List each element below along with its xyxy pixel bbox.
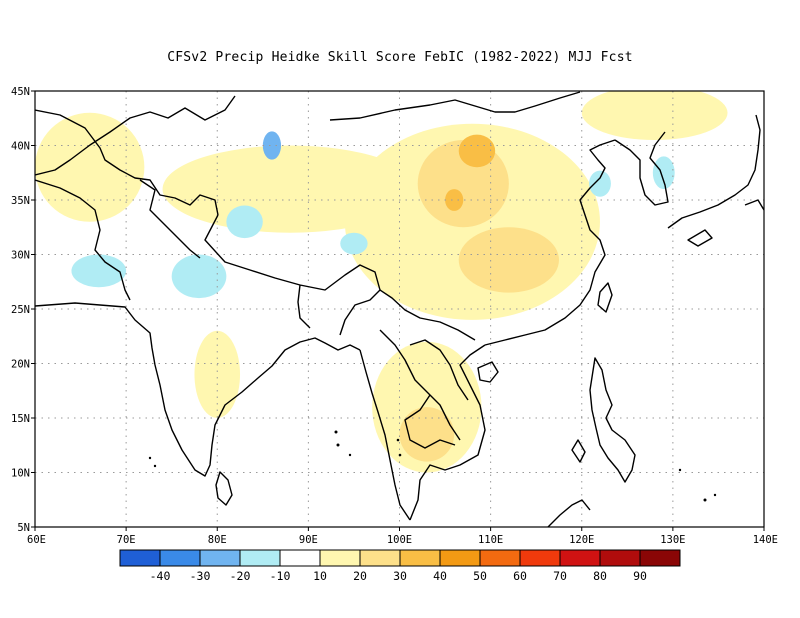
colorbar-swatch-2 [199, 549, 241, 567]
colorbar-label-1: -30 [190, 569, 211, 583]
philippines-coastline [571, 357, 636, 483]
china-southern-border [379, 289, 476, 341]
indochina-borders [379, 329, 469, 449]
central-asia-borders [35, 95, 236, 216]
small-islands [148, 430, 717, 502]
skill-region-neg-10-14 [340, 232, 368, 255]
colorbar-label-7: 40 [433, 569, 447, 583]
skill-region-pos-30-8 [399, 407, 455, 462]
lat-tick-label-10: 10N [11, 468, 30, 480]
colorbar-label-11: 80 [593, 569, 607, 583]
lat-tick-label-35: 35N [11, 195, 30, 207]
colorbar-swatch-4 [279, 549, 321, 567]
colorbar-label-12: 90 [633, 569, 647, 583]
lon-tick-label-100: 100E [387, 534, 412, 546]
colorbar-label-9: 60 [513, 569, 527, 583]
colorbar-swatch-3 [239, 549, 281, 567]
mongolia-border [329, 91, 581, 121]
skill-region-neg-10-15 [589, 170, 611, 197]
lat-tick-label-5: 5N [17, 522, 30, 534]
lon-tick-label-70: 70E [117, 534, 136, 546]
lon-tick-label-120: 120E [569, 534, 594, 546]
lat-tick-label-40: 40N [11, 141, 30, 153]
skill-region-neg-10-12 [171, 254, 227, 299]
skill-region-pos-20-5 [581, 91, 728, 141]
skill-region-neg-10-11 [71, 254, 127, 288]
map-title: CFSv2 Precip Heidke Skill Score FebIC (1… [167, 50, 633, 65]
colorbar-swatch-11 [559, 549, 601, 567]
pakistan-border [35, 179, 201, 301]
skill-region-pos-40-10 [445, 189, 464, 211]
skill-region-pos-30-7 [458, 227, 559, 293]
colorbar-swatch-13 [639, 549, 681, 567]
colorbar-label-6: 30 [393, 569, 407, 583]
skill-region-pos-40-9 [458, 134, 496, 168]
skill-region-pos-20-2 [162, 145, 418, 233]
latitude-tick-labels: 5N 10N 15N 20N 25N 30N 35N 40N 45N [11, 86, 35, 534]
skill-region-pos-20-4 [194, 330, 241, 418]
korea-coastline [614, 131, 669, 206]
skill-region-neg-20-17 [262, 131, 282, 160]
colorbar-label-2: -20 [230, 569, 251, 583]
hainan-coastline [477, 361, 499, 383]
india-coastline [35, 302, 361, 477]
lon-tick-label-80: 80E [208, 534, 227, 546]
colorbar-swatch-0 [119, 549, 161, 567]
lat-lon-grid [35, 91, 764, 527]
skill-region-neg-10-16 [652, 156, 675, 190]
longitude-tick-labels: 60E 70E 80E 90E 100E 110E 120E 130E 140E [27, 527, 778, 546]
lon-tick-label-130: 130E [660, 534, 685, 546]
japan-coastline [667, 114, 764, 247]
colorbar-swatch-10 [519, 549, 561, 567]
colorbar-swatch-6 [359, 549, 401, 567]
colorbar-label-4: 10 [313, 569, 327, 583]
sri-lanka-coastline [215, 471, 233, 506]
colorbar-label-8: 50 [473, 569, 487, 583]
skill-score-shading [35, 91, 728, 473]
colorbar: -40 -30 -20 -10 10 20 30 40 50 60 70 80 90 [119, 549, 681, 583]
colorbar-label-0: -40 [150, 569, 171, 583]
colorbar-swatch-12 [599, 549, 641, 567]
colorbar-label-3: -10 [270, 569, 291, 583]
coastlines-and-borders [35, 91, 764, 527]
colorbar-label-5: 20 [353, 569, 367, 583]
colorbar-swatch-7 [399, 549, 441, 567]
colorbar-label-10: 70 [553, 569, 567, 583]
lon-tick-label-140: 140E [753, 534, 778, 546]
lon-tick-label-110: 110E [478, 534, 503, 546]
lon-tick-label-90: 90E [299, 534, 318, 546]
himalaya-border [204, 214, 381, 336]
south-china-coastline [484, 139, 616, 346]
colorbar-swatch-9 [479, 549, 521, 567]
lat-tick-label-45: 45N [11, 86, 30, 98]
lat-tick-label-25: 25N [11, 304, 30, 316]
taiwan-coastline [597, 282, 613, 313]
lat-tick-label-15: 15N [11, 413, 30, 425]
skill-region-neg-10-13 [226, 205, 263, 239]
colorbar-swatch-1 [159, 549, 201, 567]
colorbar-swatch-5 [319, 549, 361, 567]
lat-tick-label-20: 20N [11, 359, 30, 371]
lon-tick-label-60: 60E [27, 534, 46, 546]
indochina-coastline [409, 344, 486, 521]
lat-tick-label-30: 30N [11, 250, 30, 262]
colorbar-swatch-8 [439, 549, 481, 567]
borneo-coastline [547, 499, 591, 527]
myanmar-coastline [359, 349, 411, 521]
skill-region-pos-20-3 [35, 112, 145, 222]
